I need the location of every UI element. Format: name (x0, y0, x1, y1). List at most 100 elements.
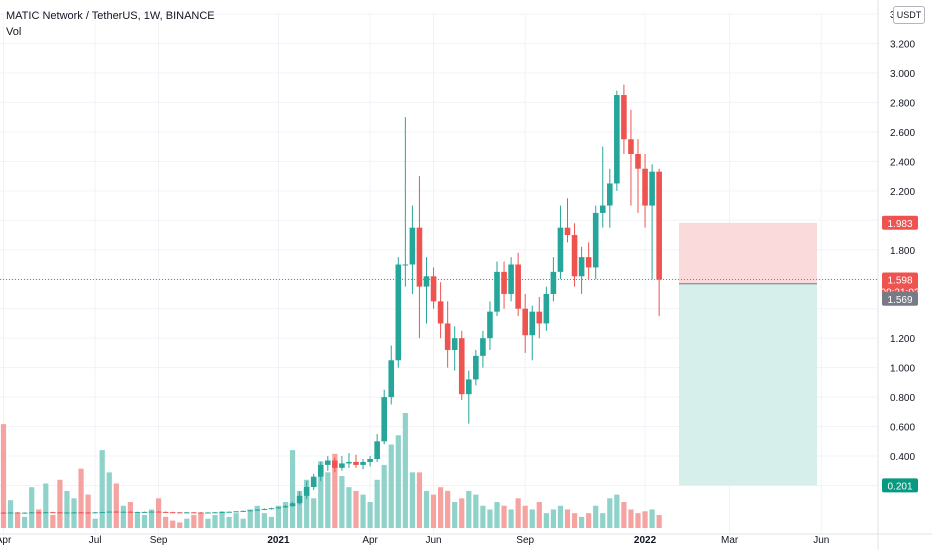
candle (127, 511, 134, 513)
volume-bar (22, 516, 28, 528)
candle (635, 153, 641, 169)
currency-selector[interactable]: USDT (893, 6, 925, 24)
candle (106, 511, 113, 513)
chart-legend: MATIC Network / TetherUS, 1W, BINANCE Vo… (6, 8, 215, 40)
candle (416, 227, 423, 287)
volume-bar (78, 468, 84, 528)
volume-bar (106, 472, 112, 528)
candle (282, 506, 289, 508)
price-badge-text: 0.201 (887, 481, 912, 492)
candle (71, 512, 77, 514)
candle (134, 512, 141, 514)
candle (515, 264, 521, 309)
volume-bar (579, 516, 585, 528)
candle (14, 512, 21, 514)
candle (141, 511, 148, 513)
candle (360, 461, 366, 465)
candle (219, 512, 225, 514)
time-tick-label: Mar (721, 535, 739, 546)
candle (628, 139, 634, 154)
candle (268, 508, 275, 510)
time-tick-label: Apr (362, 535, 378, 546)
candle (275, 507, 282, 509)
candle (494, 271, 500, 312)
volume-bar (268, 516, 274, 528)
volume-bar (311, 498, 317, 528)
volume-bar (57, 479, 63, 528)
candle (43, 512, 49, 514)
volume-bar (353, 490, 359, 528)
price-tick-label: 2.800 (890, 98, 915, 109)
candle (148, 511, 155, 513)
candle (543, 293, 550, 324)
candle (296, 495, 303, 504)
candle (395, 264, 402, 361)
volume-bar (487, 509, 493, 528)
volume-bar (522, 505, 528, 528)
price-tick-label: 0.400 (890, 452, 915, 463)
price-badge-text: 1.569 (887, 295, 912, 306)
volume-bar (113, 483, 119, 528)
candle (212, 512, 218, 514)
volume-bar (564, 509, 571, 528)
candle (451, 338, 458, 350)
candle (480, 338, 486, 356)
candle (430, 276, 437, 302)
candle (592, 212, 599, 268)
volume-bar (557, 505, 564, 528)
candle (501, 271, 507, 294)
volume-bar (642, 511, 648, 528)
candle (198, 512, 204, 514)
candle (155, 511, 162, 513)
candle (339, 463, 345, 468)
volume-bar (240, 518, 246, 528)
candle (346, 461, 352, 464)
volume-bar (339, 476, 345, 528)
time-tick-label: Apr (0, 535, 12, 546)
volume-bar (325, 472, 331, 528)
candle (7, 512, 14, 514)
candle (325, 460, 331, 465)
candle (444, 323, 451, 350)
candle (367, 459, 373, 462)
price-badge-text: 1.983 (887, 219, 912, 230)
volume-bar (134, 513, 141, 528)
candle (642, 168, 648, 206)
candle (28, 512, 35, 514)
entry-price-badge: 1.569 (882, 291, 918, 306)
candle (550, 271, 557, 294)
volume-bar (254, 505, 260, 528)
volume-bar (459, 498, 465, 528)
volume-bar (445, 490, 451, 528)
candle (621, 95, 627, 140)
volume-bar (212, 515, 218, 528)
candle (487, 311, 493, 339)
candle (240, 510, 246, 512)
candle (557, 227, 564, 272)
candle (458, 338, 465, 395)
price-tick-label: 3.000 (890, 69, 915, 80)
volume-bar (198, 513, 204, 528)
candle (536, 311, 543, 324)
volume-bar (508, 509, 514, 528)
volume-bar (649, 509, 655, 528)
volume-bar (29, 487, 35, 528)
candle (64, 512, 70, 514)
volume-bar (381, 464, 387, 528)
candle (92, 512, 98, 514)
volume-bar (452, 502, 458, 528)
volume-bar (205, 518, 211, 528)
volume-bar (529, 509, 535, 528)
volume-bar (593, 505, 599, 528)
volume-bar (438, 487, 444, 528)
volume-bar (99, 450, 105, 528)
candle (35, 512, 42, 514)
candle (85, 512, 91, 514)
candle (353, 461, 359, 465)
time-tick-label: 2021 (267, 535, 290, 546)
candle (21, 512, 28, 514)
candle (317, 464, 324, 477)
volume-bar (85, 494, 91, 528)
